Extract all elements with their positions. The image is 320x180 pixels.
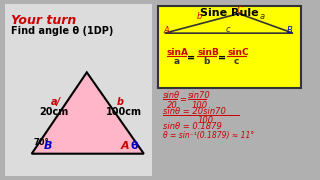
Text: c: c — [226, 25, 230, 34]
Text: B: B — [287, 26, 293, 35]
Bar — [158, 6, 300, 88]
Text: sinC: sinC — [228, 48, 249, 57]
Text: sinA: sinA — [167, 48, 188, 57]
Text: a: a — [173, 57, 180, 66]
Text: 100: 100 — [191, 101, 207, 110]
Text: θ = sin⁻¹(0.1879) ≈ 11°: θ = sin⁻¹(0.1879) ≈ 11° — [163, 131, 254, 140]
Bar — [5, 4, 152, 176]
Text: B: B — [44, 141, 52, 151]
Text: 100cm: 100cm — [106, 107, 142, 117]
Text: =: = — [188, 53, 196, 63]
Text: sin70: sin70 — [188, 91, 210, 100]
Text: Your turn: Your turn — [11, 14, 76, 27]
Text: a/: a/ — [51, 97, 61, 107]
Text: 70°: 70° — [34, 138, 49, 147]
Text: 100: 100 — [198, 116, 214, 125]
Text: b: b — [204, 57, 210, 66]
Text: =: = — [218, 53, 226, 63]
Text: a: a — [260, 12, 265, 21]
Text: θ: θ — [131, 141, 138, 151]
Text: =: = — [179, 95, 186, 104]
Text: sinθ = 0.1879: sinθ = 0.1879 — [163, 122, 222, 131]
Text: 20cm: 20cm — [39, 107, 68, 117]
Text: b: b — [197, 12, 202, 21]
Text: c: c — [234, 57, 239, 66]
Text: sinB: sinB — [197, 48, 219, 57]
Text: C: C — [237, 6, 243, 15]
Text: A: A — [164, 26, 170, 35]
Polygon shape — [32, 72, 144, 154]
Text: b: b — [117, 97, 124, 107]
Text: Sine Rule: Sine Rule — [200, 8, 259, 18]
Text: sinθ: sinθ — [163, 91, 180, 100]
Text: Find angle θ (1DP): Find angle θ (1DP) — [11, 26, 113, 36]
Text: 20: 20 — [167, 101, 177, 110]
Text: A: A — [121, 141, 130, 151]
Text: sinθ = 20sin70: sinθ = 20sin70 — [163, 107, 226, 116]
